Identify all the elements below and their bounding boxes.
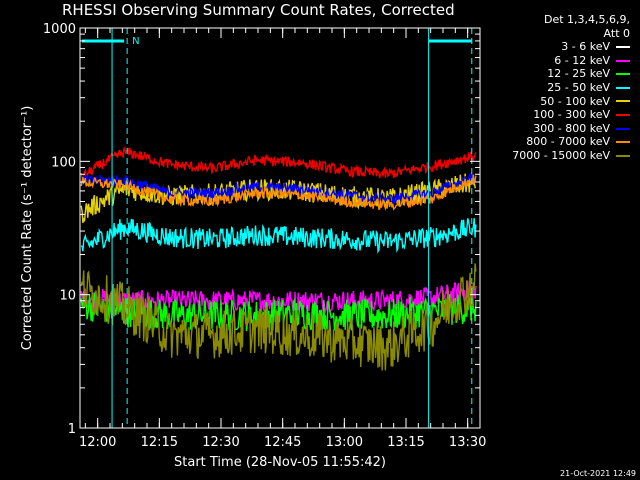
- legend-item: 100 - 300 keV: [512, 108, 630, 122]
- series-line: [80, 291, 477, 332]
- legend-swatch: [616, 73, 630, 76]
- legend-item: 800 - 7000 keV: [512, 135, 630, 149]
- legend-swatch: [616, 86, 630, 89]
- legend-items: 3 - 6 keV 6 - 12 keV 12 - 25 keV 25 - 50 ke…: [512, 40, 630, 162]
- series-line: [80, 146, 477, 181]
- legend-item: 50 - 100 keV: [512, 95, 630, 109]
- legend-item-label: 800 - 7000 keV: [526, 135, 610, 149]
- marker-layer: N: [82, 28, 473, 428]
- axes-layer: 1 10 100 1000 12:00 12:15 12:30 12:45 13:00 13:15…: [20, 22, 486, 470]
- x-tick-label: 13:15: [387, 435, 424, 450]
- legend-swatch: [616, 127, 630, 130]
- legend-swatch: [616, 113, 630, 116]
- x-tick-label: 12:30: [202, 435, 239, 450]
- x-tick-label: 13:00: [326, 435, 363, 450]
- x-tick-label: 12:45: [264, 435, 301, 450]
- legend-item: 12 - 25 keV: [512, 67, 630, 81]
- y-tick-label: 10: [59, 289, 76, 304]
- y-tick-label: 1: [68, 422, 76, 437]
- legend-swatch: [616, 59, 630, 62]
- legend-swatch: [616, 100, 630, 103]
- legend-item-label: 7000 - 15000 keV: [512, 148, 610, 162]
- legend-swatch: [616, 45, 630, 48]
- y-axis-label: Corrected Count Rate (s⁻¹ detector⁻¹): [20, 106, 35, 351]
- x-tick-label: 13:30: [449, 435, 486, 450]
- legend-item: 3 - 6 keV: [512, 40, 630, 54]
- legend-item: 7000 - 15000 keV: [512, 149, 630, 163]
- legend-item: 300 - 800 keV: [512, 122, 630, 136]
- legend-item: 6 - 12 keV: [512, 54, 630, 68]
- annotation-label: N: [132, 36, 139, 47]
- legend-item-label: 6 - 12 keV: [554, 53, 610, 67]
- series-line: [80, 174, 477, 212]
- plot-frame: [79, 27, 481, 429]
- legend-header-line-1: Det 1,3,4,5,6,9,: [543, 13, 630, 26]
- series-line: [80, 172, 477, 205]
- series-line: [80, 218, 477, 254]
- x-tick-label: 12:00: [79, 435, 116, 450]
- legend: Det 1,3,4,5,6,9, Att 0 3 - 6 keV 6 - 12 k…: [512, 13, 630, 163]
- legend-item-label: 300 - 800 keV: [533, 121, 610, 135]
- series-line: [80, 263, 477, 371]
- legend-item-label: 25 - 50 keV: [547, 80, 610, 94]
- x-tick-label: 12:15: [141, 435, 178, 450]
- render-timestamp: 21-Oct-2021 12:49: [560, 469, 636, 478]
- series-line: [80, 315, 477, 429]
- legend-item-label: 3 - 6 keV: [561, 40, 610, 54]
- legend-item: 25 - 50 keV: [512, 81, 630, 95]
- legend-swatch: [616, 154, 630, 157]
- legend-swatch: [616, 141, 630, 144]
- x-axis-label: Start Time (28-Nov-05 11:55:42): [174, 455, 386, 470]
- legend-header-line-2: Att 0: [603, 26, 630, 40]
- legend-item-label: 50 - 100 keV: [540, 94, 610, 108]
- chart-title: RHESSI Observing Summary Count Rates, Co…: [62, 1, 455, 19]
- y-tick-label: 1000: [43, 22, 76, 37]
- legend-item-label: 100 - 300 keV: [533, 108, 610, 122]
- series-layer: [80, 146, 477, 429]
- y-tick-label: 100: [51, 155, 76, 170]
- legend-item-label: 12 - 25 keV: [547, 67, 610, 81]
